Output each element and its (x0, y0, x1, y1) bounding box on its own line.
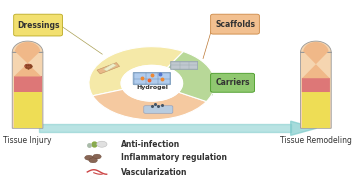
FancyBboxPatch shape (211, 14, 260, 34)
Text: Inflammatory regulation: Inflammatory regulation (121, 153, 227, 162)
Text: Tissue Injury: Tissue Injury (3, 136, 52, 145)
Polygon shape (12, 41, 43, 128)
Wedge shape (89, 47, 183, 96)
Text: Vascularization: Vascularization (121, 168, 188, 177)
Wedge shape (93, 89, 206, 120)
Polygon shape (291, 121, 317, 135)
Polygon shape (97, 63, 120, 74)
Text: Dressings: Dressings (17, 21, 60, 30)
Polygon shape (14, 42, 41, 77)
Polygon shape (103, 64, 116, 71)
Polygon shape (302, 42, 329, 78)
FancyBboxPatch shape (171, 61, 198, 70)
Circle shape (93, 154, 101, 159)
Text: Scaffolds: Scaffolds (215, 20, 255, 29)
Wedge shape (167, 52, 215, 101)
Circle shape (89, 158, 97, 163)
Circle shape (121, 65, 182, 101)
Circle shape (85, 155, 93, 160)
Circle shape (97, 141, 107, 147)
Polygon shape (302, 92, 330, 128)
Polygon shape (13, 92, 42, 128)
FancyBboxPatch shape (144, 106, 173, 113)
Text: Anti-infection: Anti-infection (121, 140, 180, 149)
Polygon shape (13, 77, 42, 92)
Circle shape (24, 64, 32, 68)
Text: Carriers: Carriers (215, 78, 250, 87)
Text: Tissue Remodeling: Tissue Remodeling (280, 136, 352, 145)
Text: Hydrogel: Hydrogel (136, 85, 168, 90)
FancyBboxPatch shape (14, 14, 62, 36)
FancyBboxPatch shape (133, 72, 171, 85)
FancyBboxPatch shape (211, 73, 255, 92)
Polygon shape (302, 75, 330, 92)
Polygon shape (301, 41, 331, 128)
